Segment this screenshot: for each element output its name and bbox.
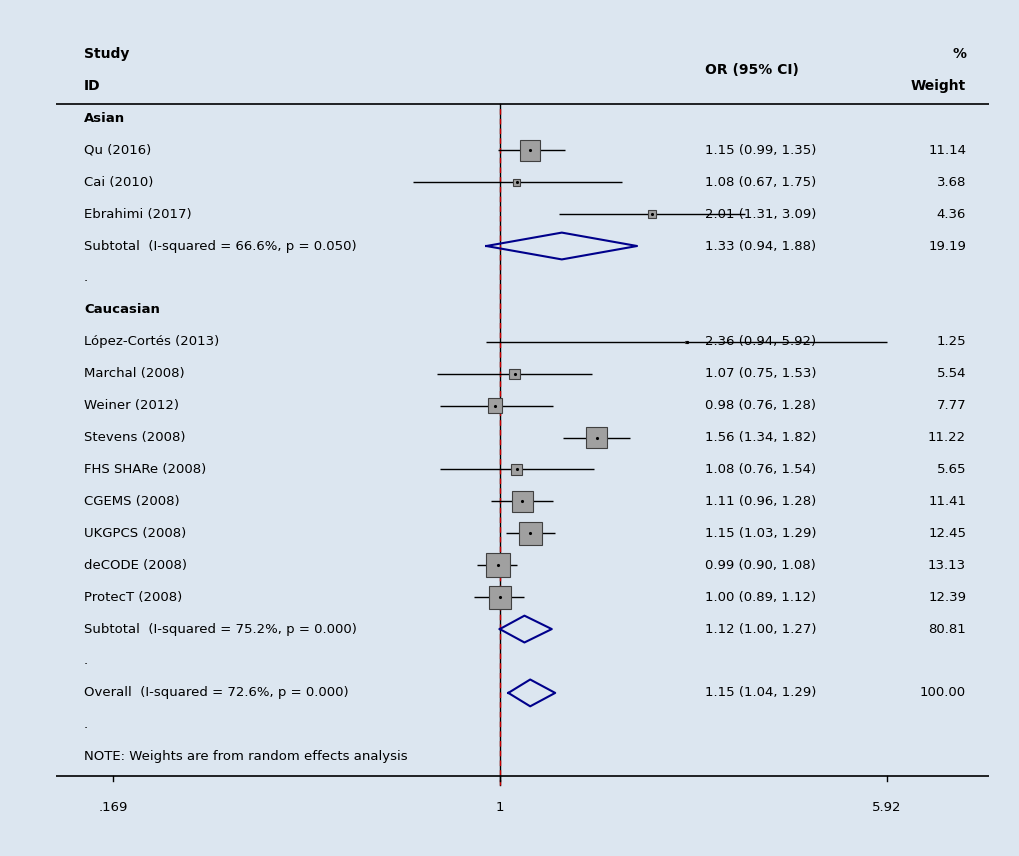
Text: Subtotal  (I-squared = 75.2%, p = 0.000): Subtotal (I-squared = 75.2%, p = 0.000)	[84, 622, 357, 635]
Bar	[511, 464, 521, 475]
Text: 1.56 (1.34, 1.82): 1.56 (1.34, 1.82)	[704, 431, 815, 444]
Text: 11.41: 11.41	[927, 495, 965, 508]
Bar	[586, 427, 606, 448]
Text: deCODE (2008): deCODE (2008)	[84, 559, 186, 572]
Text: 5.65: 5.65	[935, 463, 965, 476]
Text: 1: 1	[495, 801, 503, 814]
Text: 1.12 (1.00, 1.27): 1.12 (1.00, 1.27)	[704, 622, 815, 635]
Text: Ebrahimi (2017): Ebrahimi (2017)	[84, 208, 192, 221]
Text: 11.22: 11.22	[927, 431, 965, 444]
Text: 3.68: 3.68	[935, 175, 965, 188]
Text: 1.25: 1.25	[935, 336, 965, 348]
Text: Study: Study	[84, 47, 129, 62]
Text: 5.92: 5.92	[871, 801, 901, 814]
Text: UKGPCS (2008): UKGPCS (2008)	[84, 526, 186, 540]
Text: 1.11 (0.96, 1.28): 1.11 (0.96, 1.28)	[704, 495, 815, 508]
Text: CGEMS (2008): CGEMS (2008)	[84, 495, 179, 508]
Text: 1.08 (0.76, 1.54): 1.08 (0.76, 1.54)	[704, 463, 815, 476]
Text: 0.98 (0.76, 1.28): 0.98 (0.76, 1.28)	[704, 399, 815, 412]
Bar	[488, 586, 511, 609]
Text: OR (95% CI): OR (95% CI)	[704, 63, 798, 77]
Text: Stevens (2008): Stevens (2008)	[84, 431, 185, 444]
Text: Weiner (2012): Weiner (2012)	[84, 399, 179, 412]
Text: .169: .169	[99, 801, 127, 814]
Text: .: .	[84, 718, 88, 731]
Text: 1.15 (0.99, 1.35): 1.15 (0.99, 1.35)	[704, 144, 815, 157]
Text: 4.36: 4.36	[935, 208, 965, 221]
Bar	[512, 490, 532, 512]
Text: 2.01 (1.31, 3.09): 2.01 (1.31, 3.09)	[704, 208, 815, 221]
Text: 5.54: 5.54	[935, 367, 965, 380]
Text: Weight: Weight	[910, 80, 965, 93]
Text: 1.15 (1.04, 1.29): 1.15 (1.04, 1.29)	[704, 687, 815, 699]
Text: 2.36 (0.94, 5.92): 2.36 (0.94, 5.92)	[704, 336, 815, 348]
Text: 12.39: 12.39	[927, 591, 965, 603]
Text: Asian: Asian	[84, 112, 125, 125]
Text: 7.77: 7.77	[935, 399, 965, 412]
Text: 1.33 (0.94, 1.88): 1.33 (0.94, 1.88)	[704, 240, 815, 253]
Bar	[508, 369, 519, 379]
Text: Caucasian: Caucasian	[84, 303, 160, 317]
Text: Marchal (2008): Marchal (2008)	[84, 367, 184, 380]
Text: 12.45: 12.45	[927, 526, 965, 540]
Text: 1.15 (1.03, 1.29): 1.15 (1.03, 1.29)	[704, 526, 815, 540]
Text: 19.19: 19.19	[927, 240, 965, 253]
Bar	[647, 210, 655, 218]
Text: 13.13: 13.13	[927, 559, 965, 572]
Bar	[685, 341, 687, 343]
Text: 100.00: 100.00	[919, 687, 965, 699]
Bar	[519, 522, 541, 544]
Text: Overall  (I-squared = 72.6%, p = 0.000): Overall (I-squared = 72.6%, p = 0.000)	[84, 687, 348, 699]
Text: .: .	[84, 271, 88, 284]
Text: 1.00 (0.89, 1.12): 1.00 (0.89, 1.12)	[704, 591, 815, 603]
Text: ProtecT (2008): ProtecT (2008)	[84, 591, 182, 603]
Text: Cai (2010): Cai (2010)	[84, 175, 153, 188]
Text: .: .	[84, 655, 88, 668]
Text: 1.07 (0.75, 1.53): 1.07 (0.75, 1.53)	[704, 367, 815, 380]
Text: 0.99 (0.90, 1.08): 0.99 (0.90, 1.08)	[704, 559, 815, 572]
Bar	[513, 179, 520, 186]
Text: 11.14: 11.14	[927, 144, 965, 157]
Text: López-Cortés (2013): López-Cortés (2013)	[84, 336, 219, 348]
Text: Qu (2016): Qu (2016)	[84, 144, 151, 157]
Text: FHS SHARe (2008): FHS SHARe (2008)	[84, 463, 206, 476]
Text: 1.08 (0.67, 1.75): 1.08 (0.67, 1.75)	[704, 175, 815, 188]
Text: ID: ID	[84, 80, 101, 93]
Bar	[488, 398, 502, 413]
Text: %: %	[951, 47, 965, 62]
Bar	[485, 553, 510, 577]
Text: NOTE: Weights are from random effects analysis: NOTE: Weights are from random effects an…	[84, 750, 408, 764]
Bar	[520, 140, 540, 161]
Text: 80.81: 80.81	[927, 622, 965, 635]
Text: Subtotal  (I-squared = 66.6%, p = 0.050): Subtotal (I-squared = 66.6%, p = 0.050)	[84, 240, 357, 253]
